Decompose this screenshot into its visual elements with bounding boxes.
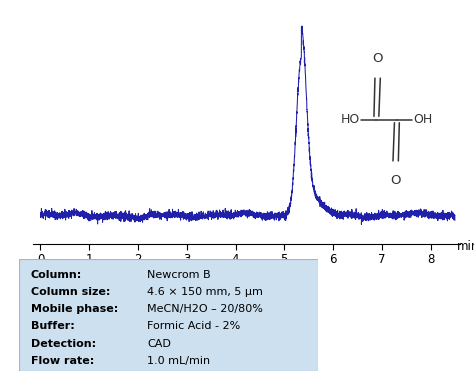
Text: Mobile phase:: Mobile phase:: [31, 304, 118, 314]
Text: Column size:: Column size:: [31, 287, 110, 297]
Text: 4.6 × 150 mm, 5 μm: 4.6 × 150 mm, 5 μm: [147, 287, 263, 297]
FancyBboxPatch shape: [19, 259, 318, 371]
Text: min: min: [457, 240, 474, 253]
Text: 1.0 mL/min: 1.0 mL/min: [147, 356, 210, 366]
Text: O: O: [373, 53, 383, 65]
Text: Formic Acid - 2%: Formic Acid - 2%: [147, 321, 241, 332]
Text: Buffer:: Buffer:: [31, 321, 74, 332]
Text: Detection:: Detection:: [31, 339, 96, 349]
Text: OH: OH: [413, 113, 433, 126]
Text: Flow rate:: Flow rate:: [31, 356, 94, 366]
Text: MeCN/H2O – 20/80%: MeCN/H2O – 20/80%: [147, 304, 263, 314]
Text: O: O: [390, 174, 401, 187]
Text: HO: HO: [341, 113, 360, 126]
Text: Column:: Column:: [31, 270, 82, 279]
Text: Newcrom B: Newcrom B: [147, 270, 211, 279]
Text: CAD: CAD: [147, 339, 171, 349]
